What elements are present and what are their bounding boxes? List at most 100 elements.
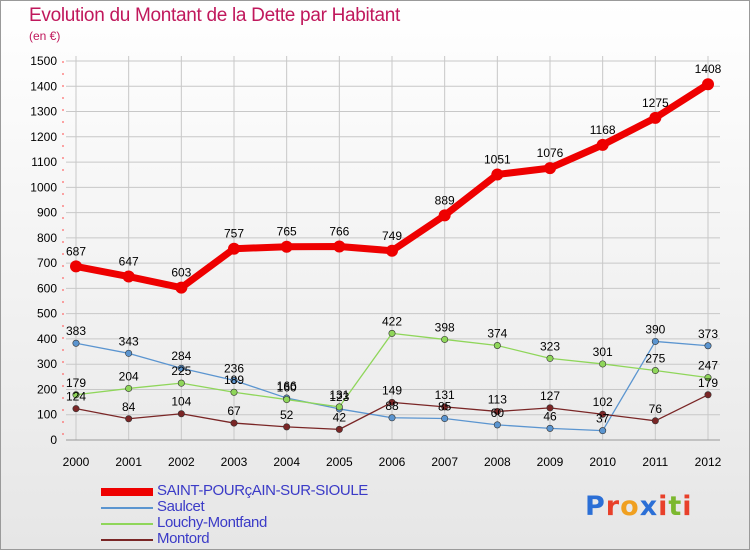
data-label: 123 — [329, 390, 349, 404]
y-tick-label: 1300 — [30, 105, 57, 119]
y-tick-label: 700 — [37, 256, 57, 270]
data-label: 766 — [329, 224, 349, 238]
x-tick-label: 2000 — [63, 455, 90, 469]
data-label: 225 — [171, 364, 191, 378]
data-point — [335, 403, 343, 411]
data-label: 757 — [224, 227, 244, 241]
data-point — [72, 339, 80, 347]
y-tick-label: 100 — [37, 408, 57, 422]
data-point — [441, 335, 449, 343]
data-point — [441, 403, 449, 411]
data-label: 1168 — [590, 123, 616, 137]
y-tick-label: 900 — [37, 206, 57, 220]
data-point — [704, 374, 712, 382]
data-label: 124 — [66, 390, 86, 404]
data-point — [441, 415, 449, 423]
data-label: 1275 — [642, 96, 669, 110]
data-label: 85 — [438, 400, 452, 414]
data-point — [333, 240, 346, 253]
data-label: 84 — [122, 400, 136, 414]
data-point — [388, 329, 396, 337]
data-label: 374 — [487, 327, 507, 341]
data-point — [386, 244, 398, 257]
y-tick-label: 0 — [50, 433, 57, 447]
data-point — [177, 410, 185, 418]
chart-title: Evolution du Montant de la Dette par Hab… — [29, 5, 400, 26]
data-label: 166 — [277, 379, 297, 393]
data-point — [70, 260, 82, 273]
data-label: 179 — [698, 376, 718, 390]
logo-letter: i — [682, 491, 693, 522]
logo-letter: i — [658, 491, 669, 522]
y-tick-label: 1100 — [31, 155, 57, 169]
data-label: 284 — [171, 349, 191, 363]
data-point — [230, 419, 238, 427]
data-point — [704, 391, 712, 399]
data-point — [230, 388, 238, 396]
y-tick-label: 1500 — [30, 54, 57, 68]
y-tick-label: 300 — [37, 357, 57, 371]
data-point — [230, 376, 238, 384]
data-point — [649, 111, 662, 124]
data-label: 104 — [171, 395, 191, 409]
legend-swatch — [101, 488, 153, 496]
chart-subtitle: (en €) — [29, 29, 61, 43]
x-tick-label: 2001 — [115, 455, 142, 469]
logo-letter: r — [605, 491, 621, 522]
data-point — [335, 425, 343, 433]
data-point — [228, 242, 240, 255]
legend-label: SAINT-POURçAIN-SUR-SIOULE — [157, 482, 368, 499]
data-point — [546, 424, 554, 432]
data-label: 1076 — [537, 146, 564, 160]
data-label: 383 — [66, 324, 86, 338]
data-label: 179 — [66, 376, 86, 390]
x-tick-label: 2007 — [431, 455, 458, 469]
data-label: 647 — [119, 255, 139, 269]
data-label: 373 — [698, 327, 718, 341]
x-tick-label: 2004 — [273, 455, 300, 469]
legend-swatch — [101, 539, 153, 541]
x-tick-label: 2009 — [537, 455, 564, 469]
data-point — [599, 427, 607, 435]
y-tick-label: 600 — [37, 281, 57, 295]
proxiti-logo: Proxiti — [585, 491, 693, 522]
data-label: 60 — [491, 406, 505, 420]
legend-swatch — [101, 523, 153, 525]
data-label: 160 — [277, 381, 297, 395]
data-point — [599, 360, 607, 368]
data-point — [651, 367, 659, 375]
y-tick-label: 1000 — [30, 180, 57, 194]
data-label: 603 — [171, 266, 191, 280]
data-label: 889 — [435, 193, 455, 207]
data-point — [493, 342, 501, 350]
data-label: 1051 — [484, 152, 511, 166]
y-tick-label: 1200 — [30, 130, 57, 144]
data-label: 37 — [596, 412, 610, 426]
data-label: 76 — [649, 402, 663, 416]
data-point — [546, 354, 554, 362]
data-label: 46 — [543, 409, 557, 423]
data-point — [493, 407, 501, 415]
data-label: 131 — [329, 388, 349, 402]
data-point — [177, 364, 185, 372]
data-label: 343 — [119, 334, 139, 348]
x-tick-label: 2006 — [379, 455, 406, 469]
data-label: 67 — [227, 404, 241, 418]
logo-letter: o — [620, 491, 640, 522]
x-tick-label: 2002 — [168, 455, 195, 469]
data-label: 1408 — [695, 62, 722, 76]
data-point — [72, 405, 80, 413]
y-tick-label: 1400 — [30, 79, 57, 93]
data-point — [599, 410, 607, 418]
data-point — [388, 414, 396, 422]
data-label: 113 — [488, 392, 507, 406]
data-label: 301 — [593, 345, 613, 359]
data-point — [283, 423, 291, 431]
legend-swatch — [101, 507, 153, 509]
data-label: 189 — [224, 373, 244, 387]
data-point — [72, 391, 80, 399]
x-tick-label: 2003 — [221, 455, 248, 469]
data-point — [596, 138, 609, 151]
data-label: 149 — [382, 383, 402, 397]
